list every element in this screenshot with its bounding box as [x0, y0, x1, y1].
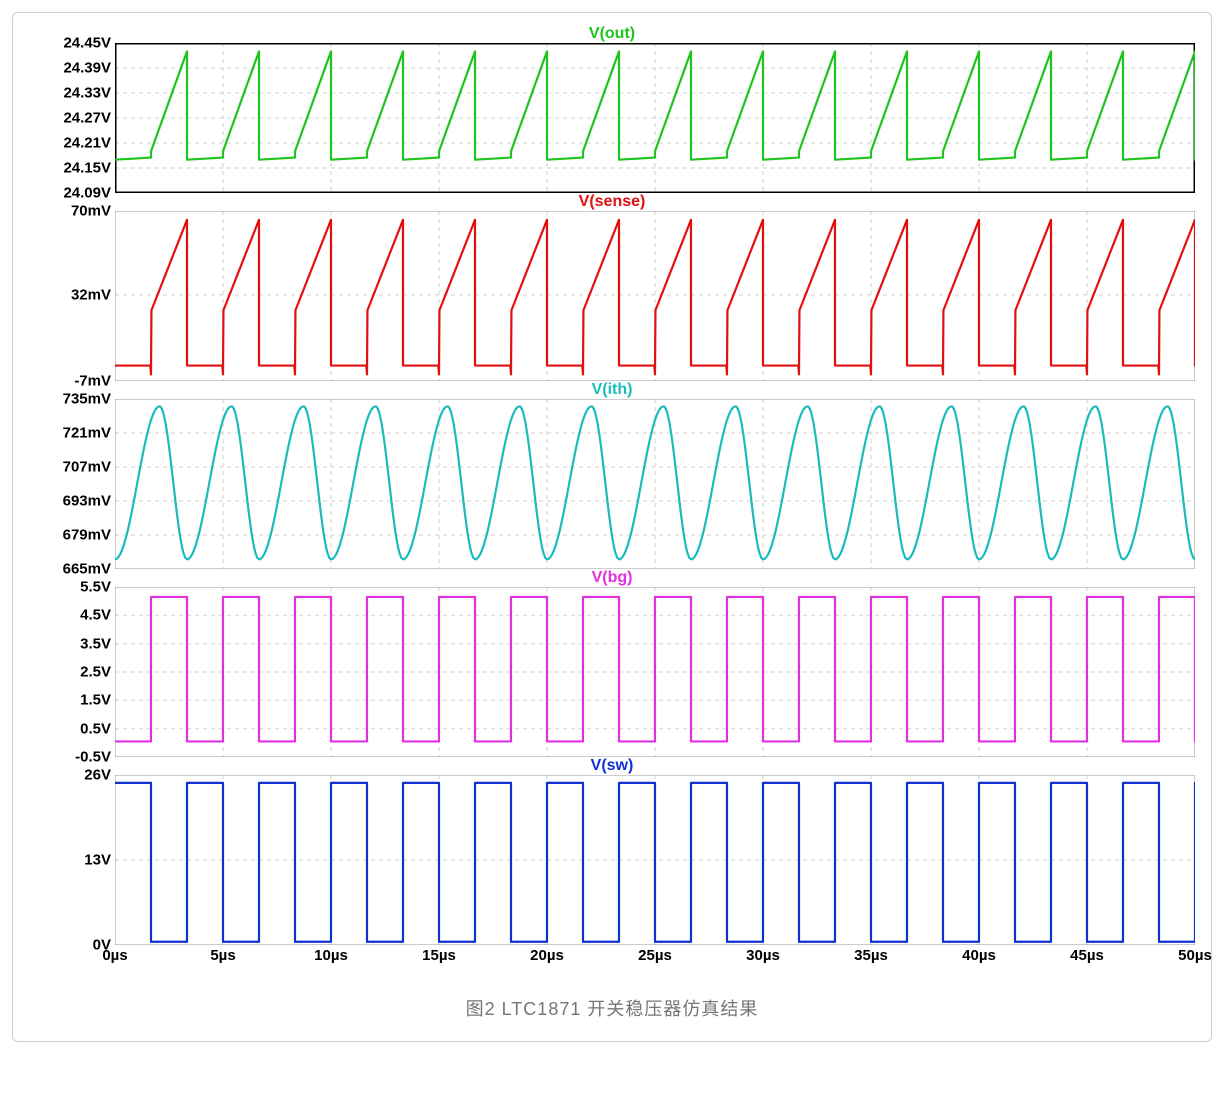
x-axis: 0µs5µs10µs15µs20µs25µs30µs35µs40µs45µs50… — [25, 947, 1199, 969]
simulation-figure: V(out)24.45V 24.39V 24.33V 24.27V 24.21V 24.1… — [12, 12, 1212, 1042]
y-tick-label: 13V — [84, 852, 111, 869]
waveform-svg — [115, 211, 1195, 381]
y-tick-label: -0.5V — [75, 749, 111, 766]
panel-vsw: V(sw)26V13V0V — [25, 757, 1199, 945]
waveform-svg — [115, 775, 1195, 945]
y-axis-labels: 24.45V24.39V24.33V24.27V24.21V24.15V24.0… — [25, 43, 115, 193]
y-tick-label: 665mV — [63, 561, 111, 578]
y-tick-label: 679mV — [63, 527, 111, 544]
y-tick-label: 70mV — [71, 203, 111, 220]
y-tick-label: 5.5V — [80, 579, 111, 596]
y-tick-label: 24.27V — [63, 110, 111, 127]
waveform-svg — [115, 587, 1195, 757]
y-tick-label: 24.21V — [63, 135, 111, 152]
x-tick-label: 15µs — [422, 947, 456, 964]
x-tick-label: 30µs — [746, 947, 780, 964]
panel-vsense: V(sense)70mV32mV-7mV — [25, 193, 1199, 381]
x-tick-label: 20µs — [530, 947, 564, 964]
waveform-svg — [115, 399, 1195, 569]
y-tick-label: 24.15V — [63, 160, 111, 177]
plot-stack: V(out)24.45V 24.39V 24.33V 24.27V 24.21V 24.1… — [25, 25, 1199, 945]
y-tick-label: 735mV — [63, 391, 111, 408]
figure-caption: 图2 LTC1871 开关稳压器仿真结果 — [25, 995, 1199, 1021]
y-axis-labels: 5.5V4.5V3.5V2.5V1.5V0.5V-0.5V — [25, 587, 115, 757]
y-tick-label: 24.39V — [63, 60, 111, 77]
y-tick-label: 2.5V — [80, 664, 111, 681]
x-tick-label: 50µs — [1178, 947, 1212, 964]
panel-vout: V(out)24.45V 24.39V 24.33V 24.27V 24.21V 24.1… — [25, 25, 1199, 193]
x-tick-label: 25µs — [638, 947, 672, 964]
y-tick-label: 0.5V — [80, 720, 111, 737]
x-tick-label: 5µs — [210, 947, 235, 964]
panel-title-vsw: V(sw) — [25, 757, 1199, 775]
x-tick-label: 45µs — [1070, 947, 1104, 964]
y-tick-label: -7mV — [74, 373, 111, 390]
y-tick-label: 24.09V — [63, 185, 111, 202]
plot-area-vsw — [115, 775, 1199, 945]
plot-area-vsense — [115, 211, 1199, 381]
panel-title-vsense: V(sense) — [25, 193, 1199, 211]
y-tick-label: 24.33V — [63, 85, 111, 102]
panel-title-vbg: V(bg) — [25, 569, 1199, 587]
x-tick-label: 0µs — [102, 947, 127, 964]
y-axis-labels: 26V13V0V — [25, 775, 115, 945]
panel-vbg: V(bg)5.5V4.5V3.5V2.5V1.5V0.5V-0.5V — [25, 569, 1199, 757]
panel-title-vith: V(ith) — [25, 381, 1199, 399]
x-tick-label: 35µs — [854, 947, 888, 964]
y-tick-label: 721mV — [63, 425, 111, 442]
y-tick-label: 707mV — [63, 459, 111, 476]
plot-area-vith — [115, 399, 1199, 569]
waveform-svg — [115, 43, 1195, 193]
x-tick-labels: 0µs5µs10µs15µs20µs25µs30µs35µs40µs45µs50… — [115, 947, 1199, 969]
y-tick-label: 24.45V — [63, 35, 111, 52]
y-tick-label: 1.5V — [80, 692, 111, 709]
y-tick-label: 3.5V — [80, 635, 111, 652]
y-axis-labels: 735mV721mV707mV693mV679mV665mV — [25, 399, 115, 569]
x-tick-label: 10µs — [314, 947, 348, 964]
plot-area-vout — [115, 43, 1199, 193]
y-tick-label: 32mV — [71, 286, 111, 303]
panel-vith: V(ith)735mV721mV707mV693mV679mV665mV — [25, 381, 1199, 569]
panel-title-vout: V(out) — [25, 25, 1199, 43]
y-tick-label: 4.5V — [80, 607, 111, 624]
y-axis-labels: 70mV32mV-7mV — [25, 211, 115, 381]
y-tick-label: 693mV — [63, 493, 111, 510]
y-tick-label: 26V — [84, 767, 111, 784]
plot-area-vbg — [115, 587, 1199, 757]
x-tick-label: 40µs — [962, 947, 996, 964]
